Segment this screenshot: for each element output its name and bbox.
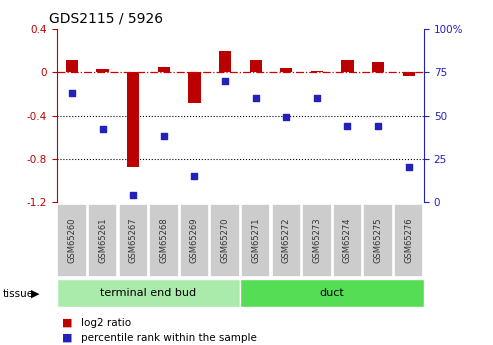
FancyBboxPatch shape [211, 204, 240, 277]
Bar [219, 51, 231, 72]
FancyBboxPatch shape [302, 204, 332, 277]
FancyBboxPatch shape [394, 204, 423, 277]
Text: ▶: ▶ [31, 289, 39, 299]
FancyBboxPatch shape [241, 204, 270, 277]
FancyBboxPatch shape [241, 279, 424, 307]
Text: GSM65270: GSM65270 [220, 218, 230, 263]
Point [68, 90, 76, 96]
FancyBboxPatch shape [88, 204, 117, 277]
Text: GSM65269: GSM65269 [190, 218, 199, 263]
Point [221, 78, 229, 84]
Bar [372, 62, 384, 72]
Text: log2 ratio: log2 ratio [81, 318, 132, 327]
Bar [66, 59, 78, 72]
Text: GDS2115 / 5926: GDS2115 / 5926 [49, 11, 164, 26]
FancyBboxPatch shape [57, 279, 241, 307]
Point [405, 165, 413, 170]
FancyBboxPatch shape [149, 204, 178, 277]
Text: GSM65272: GSM65272 [282, 218, 291, 263]
Text: GSM65271: GSM65271 [251, 218, 260, 263]
Bar [127, 72, 140, 167]
FancyBboxPatch shape [180, 204, 209, 277]
FancyBboxPatch shape [363, 204, 393, 277]
Text: tissue: tissue [2, 289, 34, 299]
Text: GSM65268: GSM65268 [159, 218, 168, 264]
Bar [188, 72, 201, 103]
Text: GSM65273: GSM65273 [313, 218, 321, 264]
Point [282, 115, 290, 120]
Bar [341, 59, 353, 72]
Point [160, 134, 168, 139]
Point [129, 192, 137, 198]
Bar [158, 67, 170, 72]
Text: GSM65275: GSM65275 [374, 218, 383, 263]
FancyBboxPatch shape [272, 204, 301, 277]
Text: GSM65260: GSM65260 [68, 218, 76, 263]
Point [344, 123, 352, 129]
Text: ■: ■ [62, 333, 72, 343]
Bar [311, 71, 323, 72]
Point [374, 123, 382, 129]
Bar [280, 68, 292, 72]
Point [313, 96, 321, 101]
FancyBboxPatch shape [118, 204, 148, 277]
Bar [249, 59, 262, 72]
Text: GSM65274: GSM65274 [343, 218, 352, 263]
Text: GSM65276: GSM65276 [404, 218, 413, 264]
Text: ■: ■ [62, 318, 72, 327]
Text: duct: duct [320, 288, 345, 298]
Text: terminal end bud: terminal end bud [101, 288, 197, 298]
Point [190, 173, 198, 179]
Text: GSM65267: GSM65267 [129, 218, 138, 264]
Point [99, 127, 106, 132]
FancyBboxPatch shape [57, 204, 87, 277]
Bar [97, 69, 109, 72]
Point [252, 96, 260, 101]
FancyBboxPatch shape [333, 204, 362, 277]
Text: GSM65261: GSM65261 [98, 218, 107, 263]
Text: percentile rank within the sample: percentile rank within the sample [81, 333, 257, 343]
Bar [403, 72, 415, 76]
